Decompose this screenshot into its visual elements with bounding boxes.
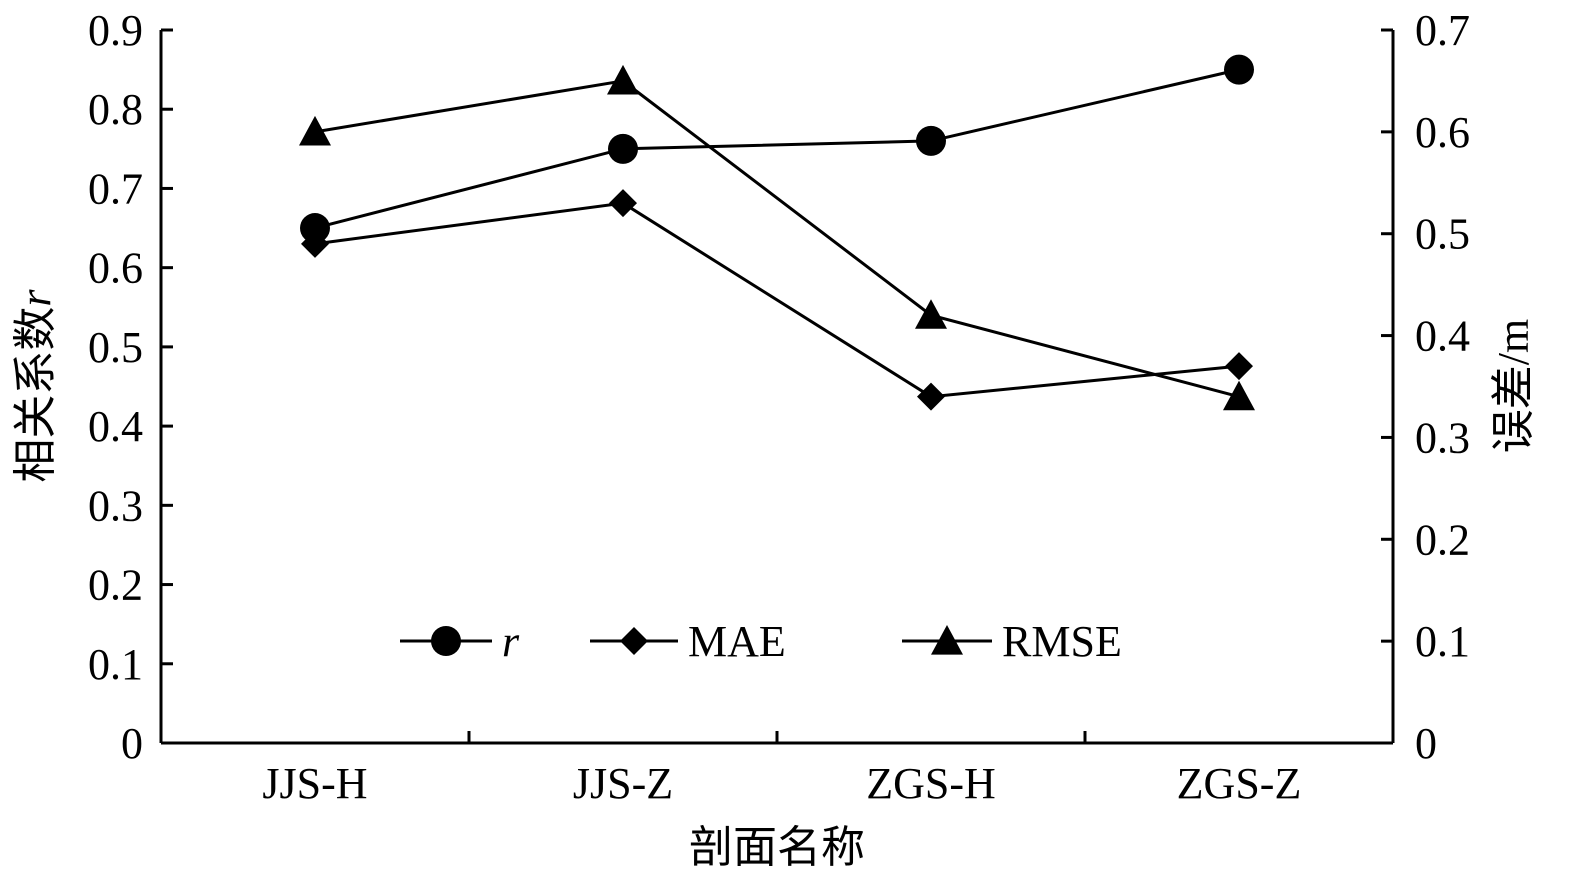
right-tick-label: 0.3	[1415, 413, 1470, 462]
right-tick-label: 0.4	[1415, 312, 1470, 361]
data-point-rmse	[607, 64, 639, 95]
left-axis-title: 相关系数r	[11, 289, 60, 483]
left-tick-label: 0.4	[88, 402, 143, 451]
legend-item-r: r	[400, 617, 520, 666]
left-tick-label: 0.9	[88, 6, 143, 55]
left-tick-label: 0.1	[88, 640, 143, 689]
left-axis-title-text: 相关系数	[11, 307, 60, 483]
legend-marker	[620, 627, 648, 655]
right-tick-label: 0.6	[1415, 108, 1470, 157]
series-line-rmse	[314, 79, 1240, 399]
data-point-mae	[609, 189, 637, 218]
left-tick-label: 0	[121, 719, 143, 768]
legend-marker	[431, 626, 461, 656]
legend-marker	[931, 625, 963, 655]
legend-item-mae: MAE	[590, 617, 786, 666]
right-tick-label: 0.7	[1415, 6, 1470, 55]
x-tick-label: ZGS-H	[866, 759, 996, 808]
data-point-r	[300, 213, 330, 244]
left-tick-label: 0.7	[88, 164, 143, 213]
series-line-r	[314, 68, 1240, 230]
x-axis-title: 剖面名称	[689, 823, 865, 872]
data-point-rmse	[915, 299, 947, 329]
x-tick-label: JJS-Z	[573, 759, 673, 808]
left-tick-label: 0.5	[88, 323, 143, 372]
right-tick-label: 0.5	[1415, 210, 1470, 259]
left-axis-title-symbol: r	[11, 289, 60, 307]
legend-label: MAE	[688, 617, 786, 666]
series-layer	[299, 54, 1255, 411]
right-tick-label: 0.1	[1415, 617, 1470, 666]
ticks-layer: 0 0.1 0.2 0.3 0.4 0.5 0.6 0.7 0.8 0.9 0 0.1 0.2 0.3 0.…	[88, 6, 1470, 808]
right-axis-title: 误差/m	[1489, 319, 1538, 453]
x-tick-label: JJS-H	[262, 759, 367, 808]
data-point-mae	[917, 382, 945, 411]
left-tick-label: 0.8	[88, 85, 143, 134]
data-point-mae	[1225, 352, 1253, 381]
legend-label: r	[502, 617, 520, 666]
data-point-rmse	[1223, 380, 1255, 411]
data-point-r	[916, 125, 946, 156]
left-tick-label: 0.6	[88, 244, 143, 293]
legend: r MAE RMSE	[400, 617, 1122, 666]
series-line-mae	[314, 201, 1240, 399]
right-tick-label: 0.2	[1415, 515, 1470, 564]
data-point-r	[608, 133, 638, 164]
data-point-rmse	[299, 115, 331, 146]
left-tick-label: 0.2	[88, 561, 143, 610]
legend-item-rmse: RMSE	[902, 617, 1122, 666]
left-tick-label: 0.3	[88, 481, 143, 530]
legend-label: RMSE	[1002, 617, 1122, 666]
right-tick-label: 0	[1415, 719, 1437, 768]
data-point-r	[1224, 54, 1254, 85]
x-tick-label: ZGS-Z	[1177, 759, 1302, 808]
data-point-mae	[301, 229, 329, 258]
